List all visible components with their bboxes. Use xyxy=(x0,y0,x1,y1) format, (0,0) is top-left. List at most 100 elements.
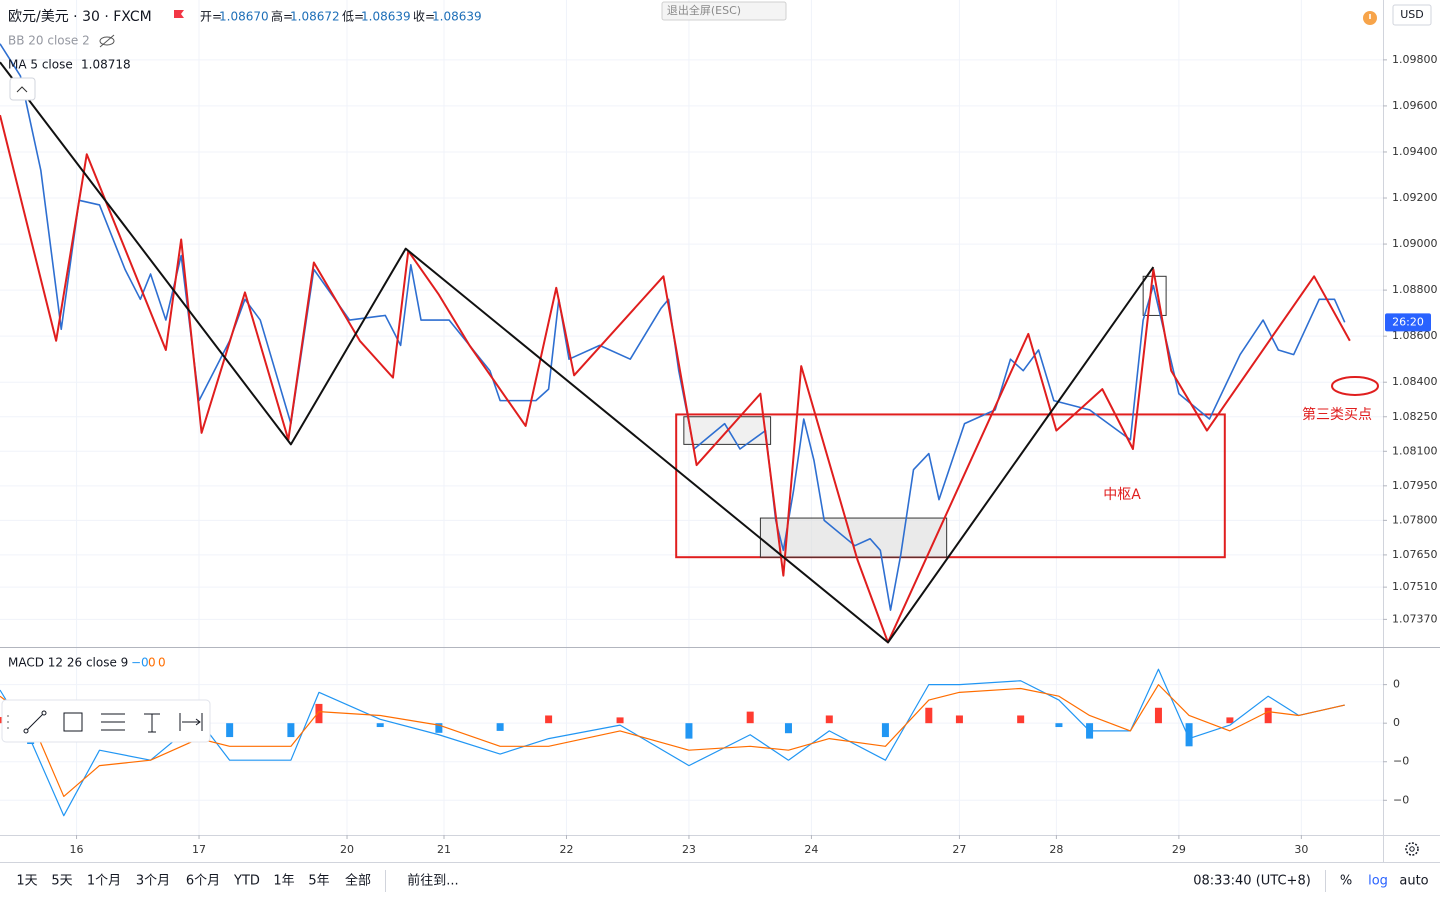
macd-histogram-bar xyxy=(376,723,384,728)
macd-histogram-bar xyxy=(955,715,963,724)
x-tick-label: 28 xyxy=(1049,843,1063,856)
macd-histogram-bar xyxy=(925,707,933,724)
macd-histogram-bar xyxy=(1055,723,1063,728)
macd-histogram-bar xyxy=(435,723,443,733)
clock: 08:33:40 (UTC+8) xyxy=(1193,874,1311,889)
x-tick-label: 29 xyxy=(1172,843,1186,856)
y-tick-label: 1.08800 xyxy=(1392,283,1438,296)
price-line xyxy=(0,43,1346,611)
macd-y-tick-label: −0 xyxy=(1393,755,1409,768)
collapse-button[interactable] xyxy=(9,77,36,101)
y-tick-label: 1.09600 xyxy=(1392,99,1438,112)
tool-icon xyxy=(144,713,160,733)
y-tick-label: 1.07650 xyxy=(1392,548,1438,561)
range-button[interactable]: 1年 xyxy=(273,874,294,889)
y-tick-label: 1.09400 xyxy=(1392,145,1438,158)
drawing-layer xyxy=(0,43,1351,817)
macd-histogram-bar xyxy=(226,723,234,738)
ohlc-readout: 开=1.08670 高=1.08672 低=1.08639 收=1.08639 xyxy=(200,9,482,24)
range-button[interactable]: 6个月 xyxy=(186,874,220,889)
macd-histogram-bar xyxy=(315,703,323,724)
scale-option[interactable]: log xyxy=(1368,874,1388,889)
macd-y-tick-label: 0 xyxy=(1393,716,1400,729)
macd-histogram-bar xyxy=(685,723,693,739)
flag-icon[interactable] xyxy=(174,10,184,18)
macd-label[interactable]: MACD 12 26 close 9 xyxy=(8,656,128,670)
goto-button[interactable]: 前往到... xyxy=(407,873,458,889)
ma-indicator-value: 1.08718 xyxy=(81,58,131,72)
y-tick-label: 1.08600 xyxy=(1392,329,1438,342)
tool-icon xyxy=(25,712,45,732)
x-tick-label: 23 xyxy=(682,843,696,856)
macd-y-tick-label: 0 xyxy=(1393,678,1400,691)
toolbar-grip[interactable] xyxy=(7,721,9,723)
range-button[interactable]: 5年 xyxy=(308,874,329,889)
macd-histogram-bar xyxy=(545,715,553,724)
tool-icon xyxy=(41,710,47,716)
macd-histogram-bar xyxy=(287,723,295,738)
macd-histogram-bar xyxy=(784,723,792,734)
ohlc-value: 1.08639 xyxy=(361,10,411,24)
y-tick-label: 1.09000 xyxy=(1392,237,1438,250)
x-tick-label: 16 xyxy=(70,843,84,856)
currency-box[interactable] xyxy=(1392,4,1432,26)
bottom-bar: 1天 5天 1个月 3个月 6个月 YTD 1年 5年 全部% log auto xyxy=(16,873,1428,889)
tool-icon xyxy=(179,713,203,731)
text-tool[interactable] xyxy=(144,713,160,733)
bb-indicator-label[interactable]: BB 20 close 2 xyxy=(8,34,90,48)
last-price-tag xyxy=(1385,313,1431,332)
exit-fullscreen-label[interactable]: 退出全屏(ESC) xyxy=(667,3,741,17)
ohlc-label: 开= xyxy=(200,10,222,24)
y-tick-label: 1.09800 xyxy=(1392,53,1438,66)
range-button[interactable]: YTD xyxy=(233,874,260,889)
drawn-box[interactable] xyxy=(759,517,948,558)
range-button[interactable]: 1天 xyxy=(16,874,37,889)
collapse-chevron xyxy=(16,86,28,93)
scale-option[interactable]: % xyxy=(1340,874,1352,889)
x-tick-label: 20 xyxy=(340,843,354,856)
trend-line-tool[interactable] xyxy=(23,710,47,734)
buy-point-annotation: 第三类买点 xyxy=(1302,406,1372,423)
macd-histogram-bar xyxy=(496,723,504,731)
range-button[interactable]: 1个月 xyxy=(87,874,121,889)
x-tick-label: 24 xyxy=(804,843,818,856)
y-tick-label: 1.09200 xyxy=(1392,191,1438,204)
range-button[interactable]: 3个月 xyxy=(136,874,170,889)
ma-indicator-label[interactable]: MA 5 close xyxy=(8,58,73,72)
eye-icon xyxy=(99,36,115,46)
macd-legend-value: 0 xyxy=(158,656,166,670)
ohlc-label: 收= xyxy=(413,10,435,24)
parallel-channel-tool[interactable] xyxy=(101,713,125,731)
y-tick-label: 1.07370 xyxy=(1392,612,1438,625)
toolbar-grip[interactable] xyxy=(7,727,9,729)
y-tick-label: 1.07510 xyxy=(1392,580,1438,593)
macd-legend-value: −0 xyxy=(131,656,149,670)
macd-y-tick-label: −0 xyxy=(1393,793,1409,806)
scale-option[interactable]: auto xyxy=(1399,874,1428,889)
drawing-toolbar xyxy=(1,699,211,743)
exit-fullscreen-button[interactable] xyxy=(661,1,787,21)
macd-histogram-bar xyxy=(1017,715,1025,724)
buy-point-ellipse xyxy=(1331,376,1379,396)
range-button[interactable]: 5天 xyxy=(51,874,72,889)
y-tick-label: 1.08250 xyxy=(1392,410,1438,423)
rectangle-tool[interactable] xyxy=(63,712,83,732)
macd-histogram-bar xyxy=(1154,707,1162,724)
ohlc-label: 高= xyxy=(271,9,293,24)
settings-gear[interactable] xyxy=(1405,842,1419,856)
macd-histogram-bar xyxy=(825,715,833,724)
drawn-box[interactable] xyxy=(675,413,1226,559)
hide-icon[interactable] xyxy=(99,34,115,48)
currency-label[interactable]: USD xyxy=(1400,8,1424,21)
tool-icon xyxy=(63,712,83,732)
eye-slash xyxy=(99,34,115,48)
x-tick-label: 17 xyxy=(192,843,206,856)
range-button[interactable]: 全部 xyxy=(345,873,371,889)
macd-legend: −0 0 0 xyxy=(131,656,166,670)
y-tick-label: 1.08100 xyxy=(1392,444,1438,457)
y-tick-label: 1.07950 xyxy=(1392,479,1438,492)
ohlc-value: 1.08672 xyxy=(290,10,340,24)
toolbar-grip[interactable] xyxy=(7,715,9,717)
measure-tool[interactable] xyxy=(179,713,203,731)
